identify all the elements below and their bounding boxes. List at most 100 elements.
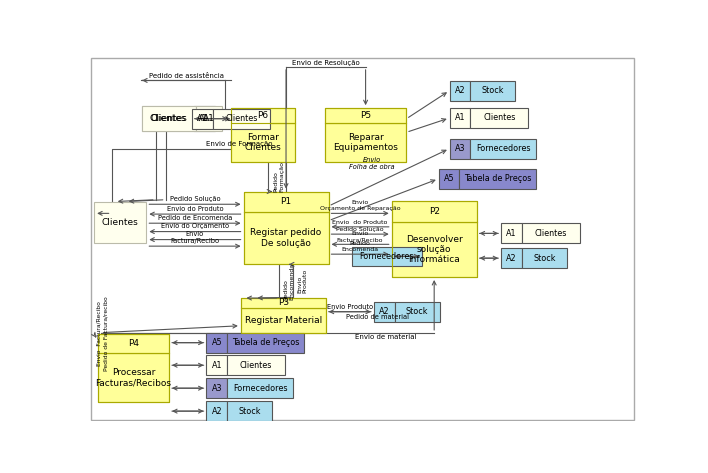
Text: Clientes: Clientes <box>149 114 186 123</box>
Bar <box>94 201 147 244</box>
Text: Envio de Formação: Envio de Formação <box>206 141 273 147</box>
Bar <box>325 108 406 162</box>
Bar <box>450 139 470 158</box>
Text: Pedido
Encomenda: Pedido Encomenda <box>284 263 295 300</box>
Text: P1: P1 <box>280 197 292 206</box>
Text: A2: A2 <box>506 254 517 263</box>
Bar <box>227 333 304 353</box>
Bar <box>192 109 212 129</box>
Bar <box>231 108 295 162</box>
Text: A1: A1 <box>455 114 465 123</box>
Text: Envio de material: Envio de material <box>355 334 417 340</box>
Text: A2: A2 <box>379 307 389 316</box>
Bar <box>241 298 326 308</box>
Bar <box>244 192 329 212</box>
Bar <box>207 401 227 421</box>
Text: Envio: Envio <box>185 231 204 237</box>
Text: Desenvolver
solução
informática: Desenvolver solução informática <box>406 235 462 264</box>
Text: Envio
Folha de obra: Envio Folha de obra <box>350 157 395 170</box>
Bar <box>194 106 215 131</box>
Bar <box>142 106 196 131</box>
Text: Formar
Clientes: Formar Clientes <box>244 133 281 152</box>
Text: Fornecedores: Fornecedores <box>476 144 530 153</box>
Text: Pedido Solução: Pedido Solução <box>170 196 220 202</box>
Text: Stock: Stock <box>406 307 428 316</box>
Text: Clientes: Clientes <box>151 114 188 123</box>
Text: Pedido
Encomenda: Pedido Encomenda <box>341 241 379 252</box>
Text: A2: A2 <box>212 407 222 416</box>
Bar <box>98 353 169 402</box>
Text: Tabela de Preços: Tabela de Preços <box>232 338 299 347</box>
Text: Fornecedores: Fornecedores <box>233 384 287 393</box>
Text: A1: A1 <box>199 114 210 123</box>
Text: Clientes: Clientes <box>240 361 273 370</box>
Bar <box>325 108 406 123</box>
Bar <box>98 334 169 353</box>
Text: Envio  do Produto: Envio do Produto <box>333 219 388 225</box>
Text: Factura/Recibo: Factura/Recibo <box>171 238 219 244</box>
Bar <box>231 123 295 162</box>
Bar <box>470 108 528 128</box>
Text: Envio
Factura/Recibo: Envio Factura/Recibo <box>337 231 383 242</box>
Text: Envio
Produto: Envio Produto <box>297 269 308 293</box>
Bar <box>196 106 222 131</box>
Bar <box>392 222 476 277</box>
Text: A5: A5 <box>444 174 455 183</box>
Text: P3: P3 <box>278 298 289 307</box>
Text: Envio  Factura/Recibo: Envio Factura/Recibo <box>97 301 102 366</box>
Text: Pedido de Factura/recibo: Pedido de Factura/recibo <box>103 296 108 371</box>
Text: Clientes: Clientes <box>535 229 567 238</box>
Bar <box>227 378 293 398</box>
Text: Envio Produto: Envio Produto <box>327 304 373 310</box>
Text: Pedido de material: Pedido de material <box>346 314 409 320</box>
Text: A2: A2 <box>455 86 465 95</box>
Text: Clientes: Clientes <box>483 114 515 123</box>
Bar <box>392 201 476 277</box>
Text: Registar pedido
De solução: Registar pedido De solução <box>251 228 321 248</box>
Bar <box>231 108 295 123</box>
Bar <box>244 192 329 264</box>
Text: A1: A1 <box>212 361 222 370</box>
Text: Processar
Facturas/Recibos: Processar Facturas/Recibos <box>96 368 171 387</box>
Bar <box>241 298 326 333</box>
Bar <box>98 334 169 402</box>
Bar <box>522 248 567 268</box>
Text: Pedido Solução: Pedido Solução <box>336 227 384 232</box>
Text: A1: A1 <box>506 229 517 238</box>
Text: Pedido
Formação: Pedido Formação <box>273 161 284 192</box>
Text: Registar Material: Registar Material <box>245 315 322 324</box>
Bar <box>522 223 580 244</box>
Text: Clientes: Clientes <box>102 218 139 227</box>
Bar <box>207 333 227 353</box>
Text: A5: A5 <box>212 338 222 347</box>
Bar <box>227 355 285 375</box>
Text: A1: A1 <box>203 114 215 123</box>
Text: Clientes: Clientes <box>225 114 258 123</box>
Text: Pedido de assistência: Pedido de assistência <box>149 73 224 79</box>
Bar <box>325 123 406 162</box>
Bar <box>241 308 326 333</box>
Text: Stock: Stock <box>533 254 556 263</box>
Text: Stock: Stock <box>481 86 504 95</box>
Text: P4: P4 <box>128 340 139 349</box>
Bar <box>142 106 194 131</box>
Text: P6: P6 <box>258 111 268 120</box>
Bar <box>450 108 470 128</box>
Text: Stock: Stock <box>239 407 261 416</box>
Bar <box>450 80 470 101</box>
Text: P2: P2 <box>428 207 440 216</box>
Text: A1: A1 <box>197 114 207 123</box>
Text: Pedido de Encomenda: Pedido de Encomenda <box>158 215 232 221</box>
Text: Tabela de Preços: Tabela de Preços <box>464 174 532 183</box>
Bar <box>352 247 422 266</box>
Text: A3: A3 <box>455 144 465 153</box>
Text: Envio do Orçamento: Envio do Orçamento <box>161 223 229 229</box>
Bar <box>501 248 522 268</box>
Bar <box>207 378 227 398</box>
Text: Envio
Orçamento de Reparação: Envio Orçamento de Reparação <box>320 201 401 211</box>
Bar <box>392 201 476 222</box>
Bar <box>459 169 536 189</box>
Text: Fornecedores: Fornecedores <box>360 252 414 261</box>
Text: Envio de Resolução: Envio de Resolução <box>292 60 360 66</box>
Bar <box>470 139 536 158</box>
